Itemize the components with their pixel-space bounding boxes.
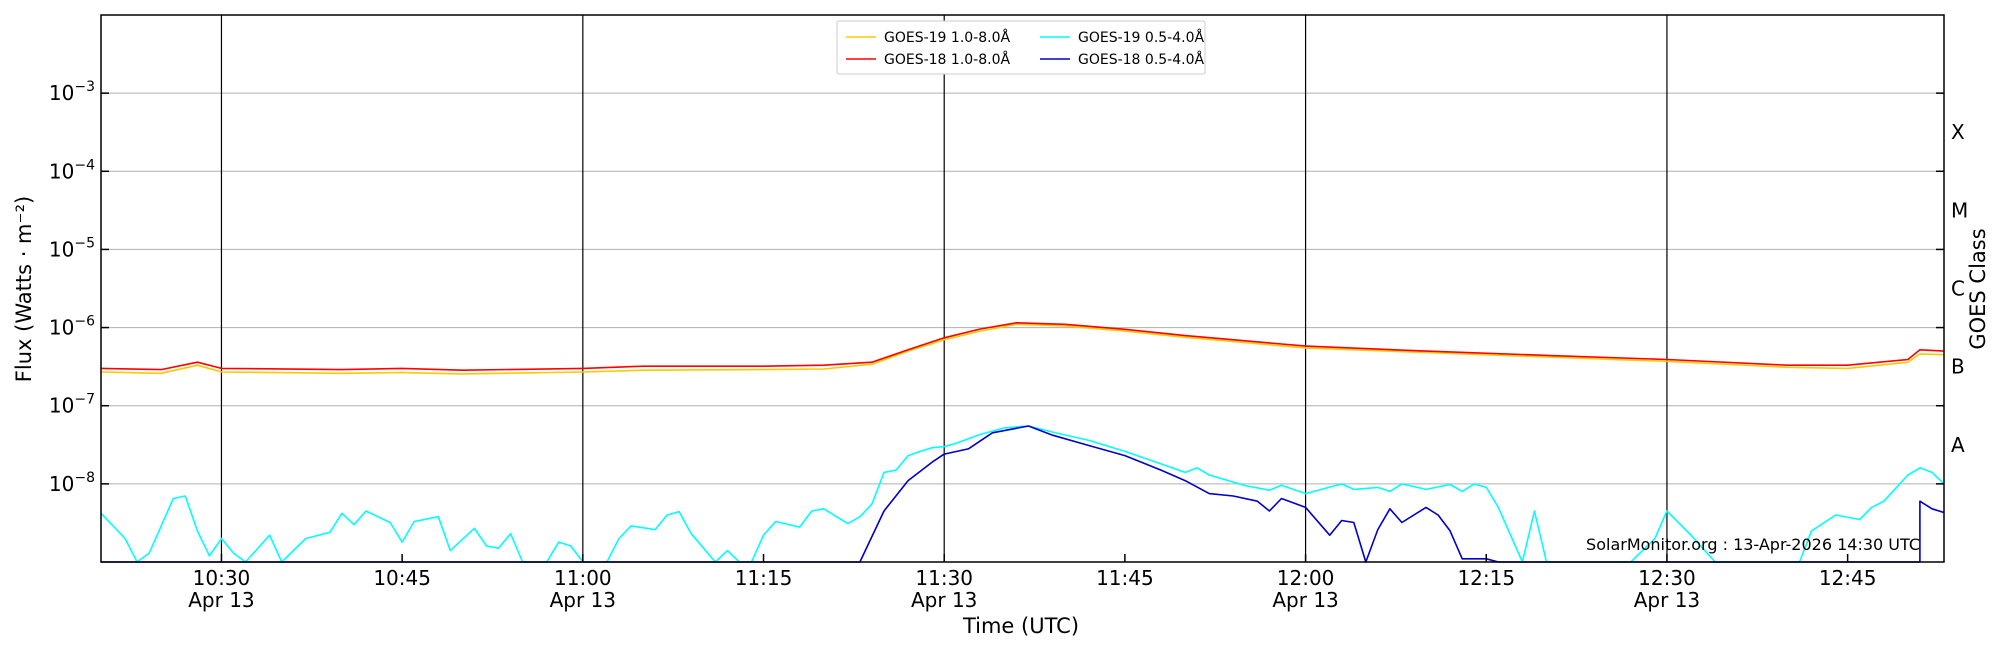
x-tick-date-label: Apr 13 (911, 588, 977, 612)
x-tick-label: 11:00 (554, 566, 612, 590)
x-tick-label: 12:00 (1277, 566, 1335, 590)
right-axis-title: GOES Class (1966, 228, 1990, 349)
x-tick-label: 10:45 (373, 566, 431, 590)
goes-class-label: M (1951, 198, 1968, 222)
x-tick-date-label: Apr 13 (188, 588, 254, 612)
x-tick-label: 11:45 (1096, 566, 1154, 590)
y-axis-title: Flux (Watts · m⁻²) (12, 196, 36, 382)
series-lines (100, 321, 1945, 563)
x-tick-label: 12:15 (1457, 566, 1515, 590)
x-tick-date-label: Apr 13 (550, 588, 616, 612)
series-line-2 (100, 321, 1945, 372)
y-tick-label: 10−5 (49, 235, 95, 261)
x-tick-date-label: Apr 13 (1634, 588, 1700, 612)
x-tick-date-label: Apr 13 (1272, 588, 1338, 612)
y-tick-label: 10−3 (49, 79, 95, 105)
goes-class-label: B (1951, 355, 1965, 379)
series-line-4 (101, 425, 1945, 563)
legend-label: GOES-19 0.5-4.0Å (1078, 29, 1204, 46)
y-tick-label: 10−6 (49, 314, 95, 340)
y-tick-label: 10−8 (49, 470, 95, 496)
goes-class-labels: A B C M X (1951, 120, 1968, 457)
y-axis-ticks: 10−8 10−7 10−6 10−5 10−4 10−3 (49, 79, 1944, 496)
x-tick-label: 11:15 (735, 566, 793, 590)
x-axis-title: Time (UTC) (962, 614, 1079, 638)
goes-class-label: C (1951, 277, 1965, 301)
legend-label: GOES-18 1.0-8.0Å (884, 51, 1010, 68)
x-tick-label: 11:30 (915, 566, 973, 590)
x-tick-label: 10:30 (193, 566, 251, 590)
plot-frame (100, 14, 1945, 563)
legend-label: GOES-18 0.5-4.0Å (1078, 51, 1204, 68)
x-tick-label: 12:30 (1638, 566, 1696, 590)
horizontal-gridlines (101, 92, 1944, 485)
series-line-1 (100, 323, 1945, 375)
x-tick-label: 12:45 (1819, 566, 1877, 590)
watermark-text: SolarMonitor.org : 13-Apr-2026 14:30 UTC (1586, 535, 1920, 554)
y-tick-label: 10−4 (49, 157, 95, 183)
goes-class-label: A (1951, 433, 1965, 457)
goes-class-label: X (1951, 120, 1965, 144)
legend: GOES-19 1.0-8.0Å GOES-18 1.0-8.0Å GOES-19 … (836, 20, 1206, 75)
y-tick-label: 10−7 (49, 392, 95, 418)
legend-box (836, 20, 1206, 75)
legend-label: GOES-19 1.0-8.0Å (884, 29, 1010, 46)
day-marker-lines (220, 15, 1668, 562)
series-line-3 (100, 425, 1945, 563)
